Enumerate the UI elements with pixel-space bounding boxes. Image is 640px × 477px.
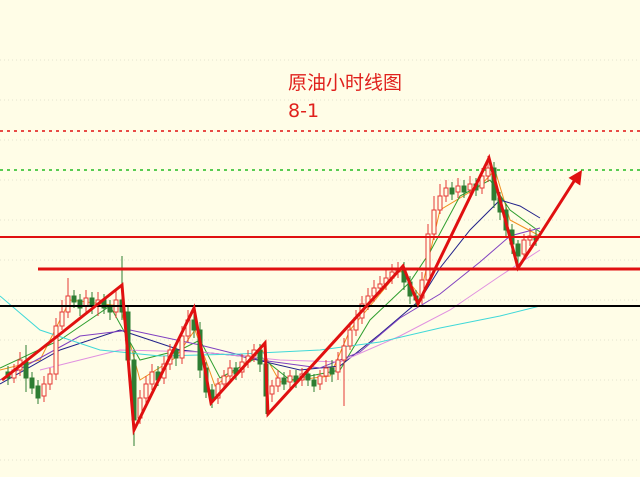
horizontal-levels [0, 130, 640, 307]
candle-body [305, 373, 311, 381]
candle-body [425, 233, 431, 281]
candle-body [35, 385, 41, 399]
candle-body [443, 187, 449, 197]
candle-body [65, 295, 71, 313]
candle-body [467, 183, 473, 191]
chart-title: 原油小时线图 [288, 72, 403, 94]
candle-body [521, 239, 527, 255]
candle-body [335, 359, 341, 373]
candle-body [329, 367, 335, 375]
candle-body [479, 175, 485, 189]
moving-average-line [0, 295, 541, 357]
candle-body [323, 367, 329, 377]
candle-body [275, 377, 281, 387]
projection-arrow-shaft [537, 174, 580, 237]
projection-arrow-head [568, 170, 582, 186]
candle-body [59, 311, 65, 327]
candle-body [53, 325, 59, 375]
chart-subtitle: 8-1 [288, 100, 320, 122]
candle-body [287, 375, 293, 383]
candle-body [269, 385, 275, 395]
candle-body [89, 297, 95, 307]
candle-body [41, 383, 47, 397]
candle-body [377, 283, 383, 289]
candle-body [485, 167, 491, 177]
candle-body [347, 329, 353, 347]
candle-body [23, 361, 29, 379]
candle-body [221, 375, 227, 385]
candle-body [71, 295, 77, 303]
candle-body [83, 297, 89, 307]
candle-body [149, 371, 155, 385]
candle-body [281, 377, 287, 385]
zigzag-trend-line [1, 153, 541, 436]
candle-body [515, 243, 521, 257]
candle-body [317, 375, 323, 385]
candle-body [311, 379, 317, 387]
candle-body [143, 383, 149, 399]
candle-body [29, 377, 35, 389]
candle-body [455, 185, 461, 193]
candle-body [449, 187, 455, 195]
zigzag-trend [1, 153, 582, 436]
candle-body [47, 373, 53, 385]
candle-body [431, 209, 437, 235]
candle-body [227, 367, 233, 377]
candle-body [179, 335, 185, 359]
candle-body [461, 185, 467, 193]
candle-body [173, 349, 179, 359]
candle-body [437, 195, 443, 211]
candle-body [77, 299, 83, 309]
candle-body [341, 345, 347, 361]
